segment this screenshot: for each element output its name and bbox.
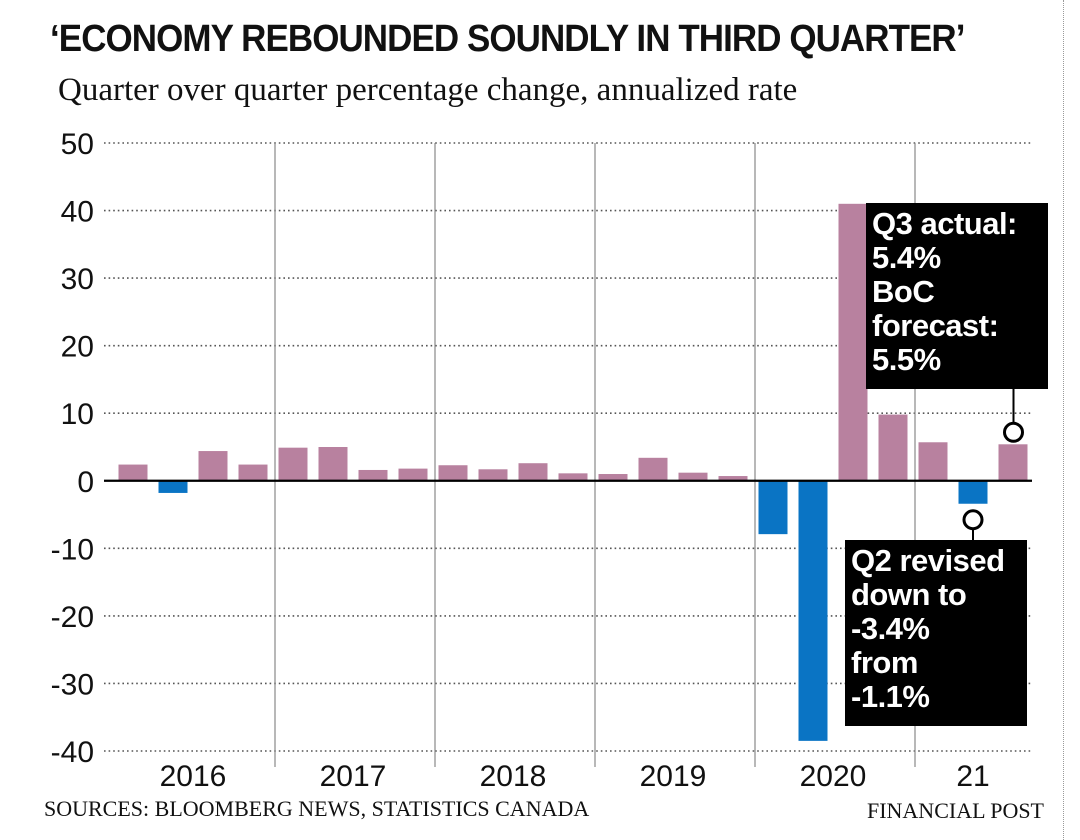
bar [398, 468, 428, 481]
chart-title: ‘ECONOMY REBOUNDED SOUNDLY IN THIRD QUAR… [50, 18, 965, 60]
year-label: 21 [956, 760, 989, 793]
bar [198, 451, 228, 481]
bar [438, 465, 468, 481]
bar [318, 447, 348, 481]
bar [718, 476, 748, 481]
page-edge-divider [1063, 0, 1064, 840]
year-label: 2018 [480, 760, 547, 793]
bar [638, 457, 668, 481]
q3-callout-line: Q3 actual: [872, 206, 1017, 241]
y-tick-label: 10 [61, 398, 94, 431]
bar [918, 442, 948, 481]
bar [158, 480, 188, 493]
y-tick-label: -40 [51, 736, 94, 769]
bar [558, 473, 588, 481]
q2-marker-circle [962, 509, 984, 531]
publisher-credit: FINANCIAL POST [866, 798, 1044, 823]
year-label: 2016 [160, 760, 227, 793]
source-note: SOURCES: BLOOMBERG NEWS, STATISTICS CANA… [44, 796, 590, 821]
q2-callout: Q2 revised down to -3.4% from -1.1% [845, 540, 1027, 726]
bar [118, 464, 148, 481]
q3-callout-line: BoC [872, 274, 935, 309]
bar [798, 480, 828, 741]
q2-callout-line: Q2 revised [851, 543, 1005, 578]
year-label: 2020 [800, 760, 867, 793]
bar [878, 414, 908, 481]
y-tick-label: 50 [61, 128, 94, 161]
q2-callout-line: -1.1% [851, 679, 930, 714]
bar [478, 469, 508, 481]
bar [238, 464, 268, 481]
q2-callout-line: from [851, 645, 918, 680]
bar [958, 480, 988, 504]
q3-callout-line: 5.4% [872, 240, 941, 275]
q2-callout-line: -3.4% [851, 611, 930, 646]
y-tick-label: 30 [61, 263, 94, 296]
y-tick-label: -10 [51, 533, 94, 566]
q3-callout-line: 5.5% [872, 342, 941, 377]
y-tick-label: 40 [61, 196, 94, 229]
bar [758, 480, 788, 535]
year-label: 2017 [320, 760, 387, 793]
bar [278, 447, 308, 481]
bar [358, 469, 388, 481]
q3-marker-circle [1003, 421, 1024, 443]
y-tick-label: -20 [51, 601, 94, 634]
y-tick-label: 0 [77, 466, 94, 499]
y-tick-label: 20 [61, 331, 94, 364]
q2-callout-line: down to [851, 577, 967, 612]
bar [998, 444, 1028, 481]
q3-callout: Q3 actual: 5.4% BoC forecast: 5.5% [866, 203, 1048, 389]
year-label: 2019 [640, 760, 707, 793]
bar [598, 474, 628, 481]
q3-callout-line: forecast: [872, 308, 999, 343]
bar [678, 472, 708, 481]
bar [518, 463, 548, 481]
y-tick-label: -30 [51, 668, 94, 701]
bar [838, 203, 868, 481]
chart-subtitle: Quarter over quarter percentage change, … [58, 72, 798, 108]
